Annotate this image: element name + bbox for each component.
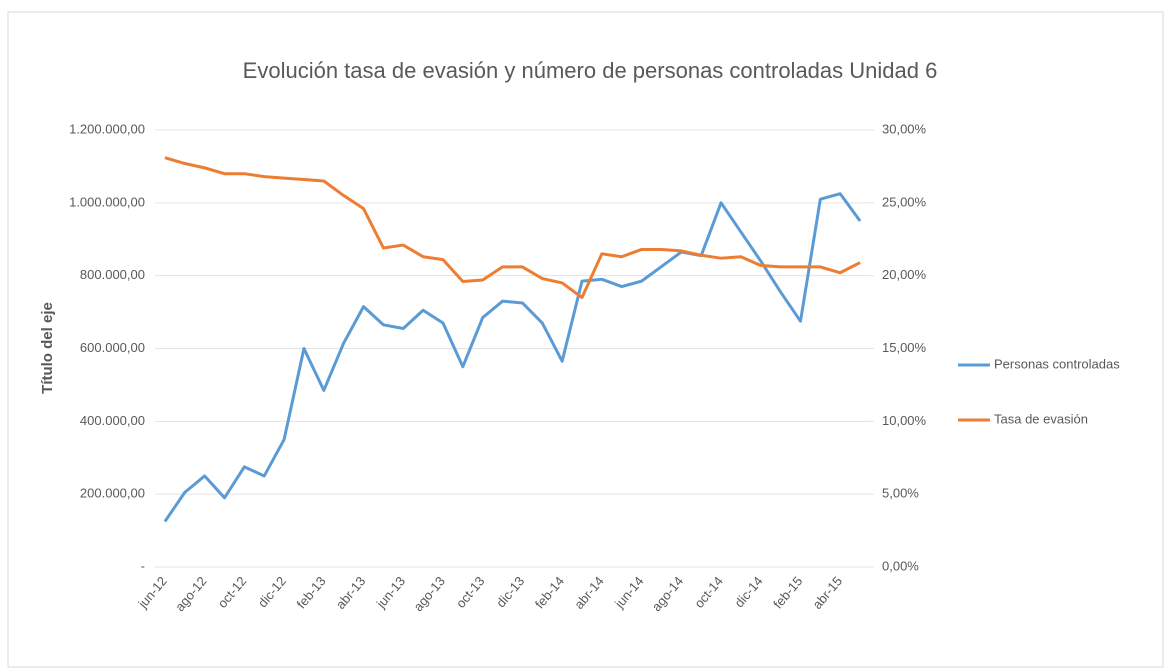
y-tick-label: 1.200.000,00 — [69, 121, 145, 136]
series-line — [164, 156, 861, 300]
y2-tick-label: 0,00% — [882, 558, 919, 573]
y-tick-label: 1.000.000,00 — [69, 194, 145, 209]
y-tick-label: 400.000,00 — [80, 413, 145, 428]
legend-label: Personas controladas — [994, 356, 1120, 371]
y-tick-label: 800.000,00 — [80, 267, 145, 282]
y2-tick-label: 5,00% — [882, 486, 919, 501]
y-tick-label: - — [141, 558, 145, 573]
y2-tick-label: 30,00% — [882, 121, 927, 136]
y2-tick-label: 15,00% — [882, 340, 927, 355]
chart-title: Evolución tasa de evasión y número de pe… — [243, 58, 938, 83]
y2-tick-label: 20,00% — [882, 267, 927, 282]
y-tick-label: 200.000,00 — [80, 486, 145, 501]
y2-tick-label: 10,00% — [882, 413, 927, 428]
legend-label: Tasa de evasión — [994, 411, 1088, 426]
y2-tick-label: 25,00% — [882, 194, 927, 209]
series-line — [163, 192, 862, 523]
y-axis-title: Título del eje — [39, 302, 56, 394]
chart-border — [7, 11, 1164, 668]
y-tick-label: 600.000,00 — [80, 340, 145, 355]
